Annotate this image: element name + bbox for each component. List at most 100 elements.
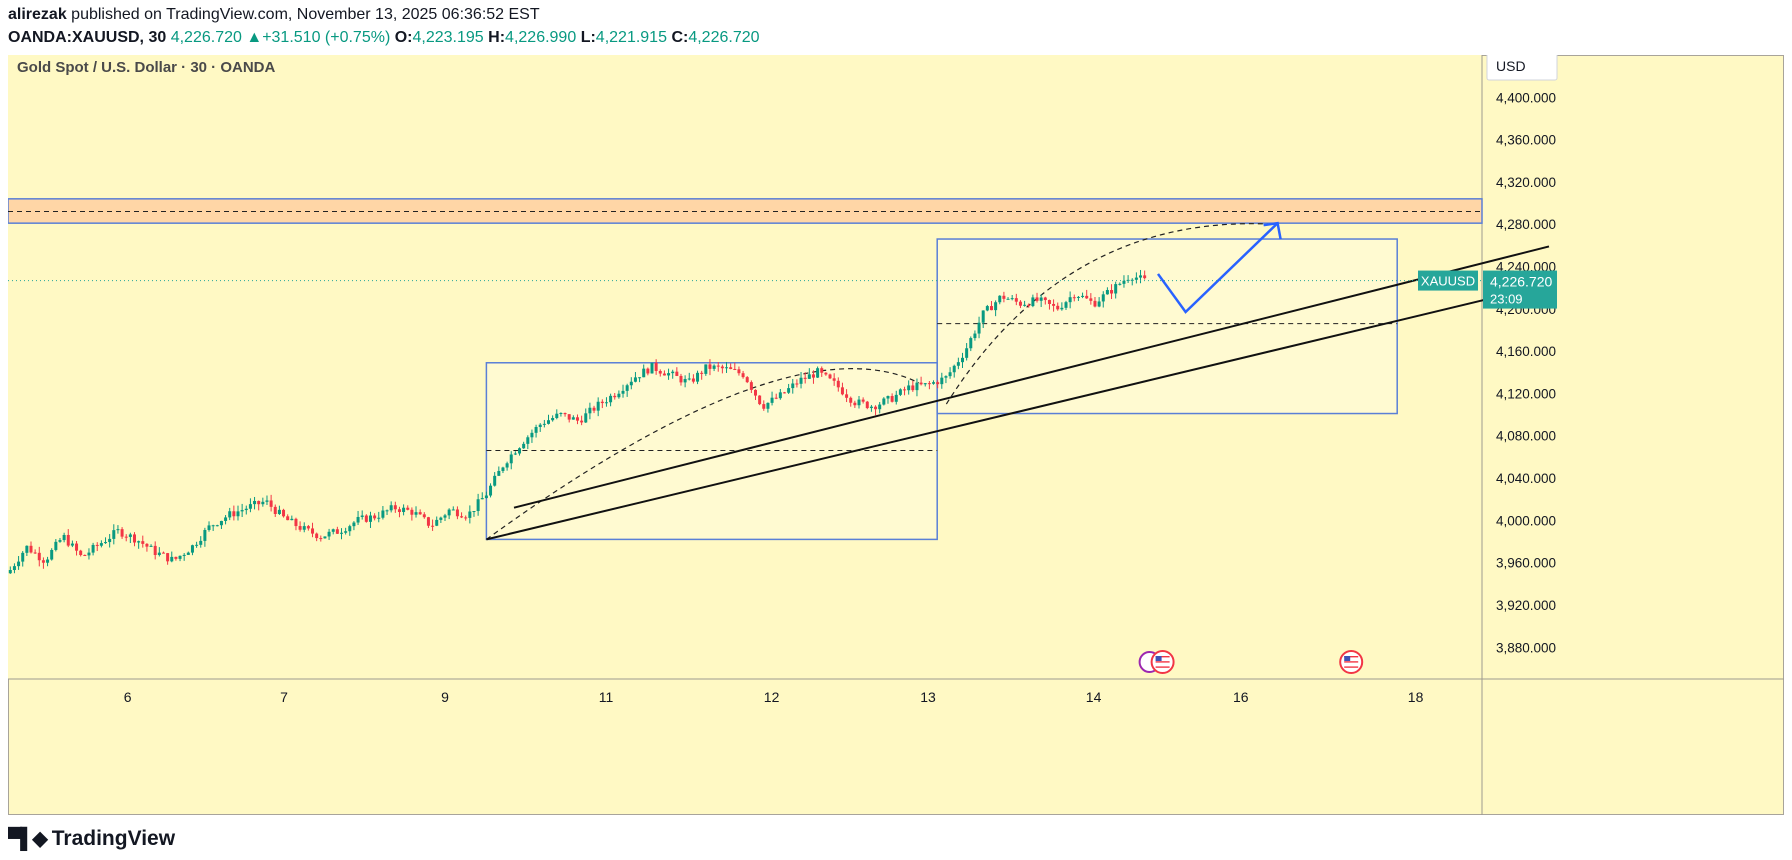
candle-body	[729, 367, 733, 369]
candle-body	[811, 374, 815, 378]
candle-body	[720, 366, 724, 369]
candle-body	[754, 389, 757, 396]
y-tick-label: 3,880.000	[1496, 640, 1556, 655]
candle-body	[58, 540, 62, 542]
candle-body	[675, 371, 679, 376]
price-chart[interactable]: Gold Spot / U.S. Dollar · 30 · OANDA USD 3…	[8, 55, 1784, 815]
candle-body	[762, 404, 766, 409]
candle-body	[439, 517, 443, 520]
candle-body	[894, 394, 898, 402]
candle-body	[120, 529, 124, 537]
candle-body	[224, 517, 228, 521]
candle-body	[878, 404, 882, 410]
candle-body	[985, 306, 989, 311]
candle-body	[575, 417, 579, 421]
candle-body	[75, 543, 79, 551]
candle-body	[265, 500, 269, 502]
candle-body	[269, 500, 273, 507]
candle-body	[944, 376, 948, 378]
candle-body	[737, 369, 741, 374]
us-flag-2-icon[interactable]	[1339, 650, 1364, 674]
candle-body	[302, 526, 306, 530]
candle-body	[600, 401, 604, 404]
candle-body	[592, 407, 596, 411]
candle-body	[277, 509, 281, 514]
symbol-label[interactable]: OANDA:XAUUSD, 30	[8, 29, 167, 46]
candle-body	[803, 377, 807, 379]
candle-body	[340, 532, 343, 534]
price-tag[interactable]: 4,226.720 23:09	[1483, 270, 1557, 309]
candle-body	[46, 559, 50, 563]
candle-body	[207, 525, 211, 530]
candle-body	[708, 364, 712, 369]
candle-body	[137, 541, 141, 543]
resistance-zone[interactable]	[8, 198, 1483, 224]
candle-body	[1068, 297, 1072, 303]
candle-body	[273, 506, 277, 514]
box-1[interactable]	[485, 362, 938, 541]
candle-body	[770, 397, 774, 403]
tradingview-logo[interactable]: ▀▌◆ TradingView	[8, 826, 175, 851]
trend-channel-line[interactable]	[513, 245, 1550, 509]
trend-channel-line[interactable]	[486, 286, 1536, 541]
candle-body	[758, 395, 762, 405]
range-box[interactable]	[936, 238, 1398, 415]
candle-body	[21, 552, 25, 562]
candle-body	[973, 333, 977, 339]
candle-body	[493, 475, 497, 486]
candle-body	[551, 418, 555, 421]
candle-body	[687, 378, 691, 380]
author-name[interactable]: alirezak	[8, 6, 67, 23]
candle-body	[447, 509, 451, 516]
candle-body	[567, 414, 571, 420]
candle-body	[414, 512, 418, 515]
range-box[interactable]	[485, 362, 938, 541]
candle-body	[50, 549, 54, 560]
candle-body	[596, 401, 600, 411]
candle-body	[646, 368, 650, 374]
candle-body	[853, 402, 857, 406]
candle-body	[1047, 300, 1051, 304]
high-label: H:	[488, 29, 506, 46]
candle-body	[1035, 297, 1039, 301]
candle-body	[588, 407, 592, 414]
candle-body	[832, 378, 836, 381]
candle-body	[199, 540, 203, 545]
plot-area[interactable]	[8, 55, 1482, 679]
candle-body	[1076, 296, 1080, 298]
projection-path[interactable]	[1156, 222, 1279, 314]
box-2[interactable]	[936, 238, 1398, 415]
x-tick-label: 7	[280, 689, 288, 705]
candles	[8, 269, 1147, 574]
symbol-tag[interactable]: XAUUSD	[1418, 270, 1478, 291]
currency-selector[interactable]: USD	[1486, 55, 1558, 81]
candle-body	[766, 402, 770, 409]
x-tick-label: 13	[920, 689, 936, 705]
candle-body	[948, 372, 952, 377]
candle-body	[712, 365, 716, 369]
candle-body	[128, 534, 132, 537]
candle-body	[402, 507, 406, 513]
price-change: +31.510 (+0.75%)	[262, 29, 391, 46]
candle-body	[360, 515, 364, 517]
y-tick-label: 4,400.000	[1496, 90, 1556, 105]
candle-body	[662, 373, 666, 376]
currency-box[interactable]	[1486, 55, 1558, 81]
candle-body	[733, 368, 737, 370]
candle-body	[919, 382, 923, 385]
last-price: 4,226.720	[170, 29, 242, 46]
candle-body	[83, 555, 87, 557]
candle-body	[1105, 290, 1109, 295]
candle-body	[1006, 298, 1010, 300]
candle-body	[253, 500, 257, 505]
candle-body	[667, 373, 671, 376]
candle-body	[161, 552, 165, 554]
candle-body	[124, 536, 128, 538]
candle-body	[418, 512, 422, 515]
candle-body	[1122, 280, 1126, 284]
candle-body	[816, 368, 820, 378]
candle-body	[166, 553, 170, 562]
us-flag-1-icon[interactable]	[1138, 650, 1175, 674]
candle-body	[563, 412, 567, 415]
candle-body	[1143, 275, 1147, 279]
